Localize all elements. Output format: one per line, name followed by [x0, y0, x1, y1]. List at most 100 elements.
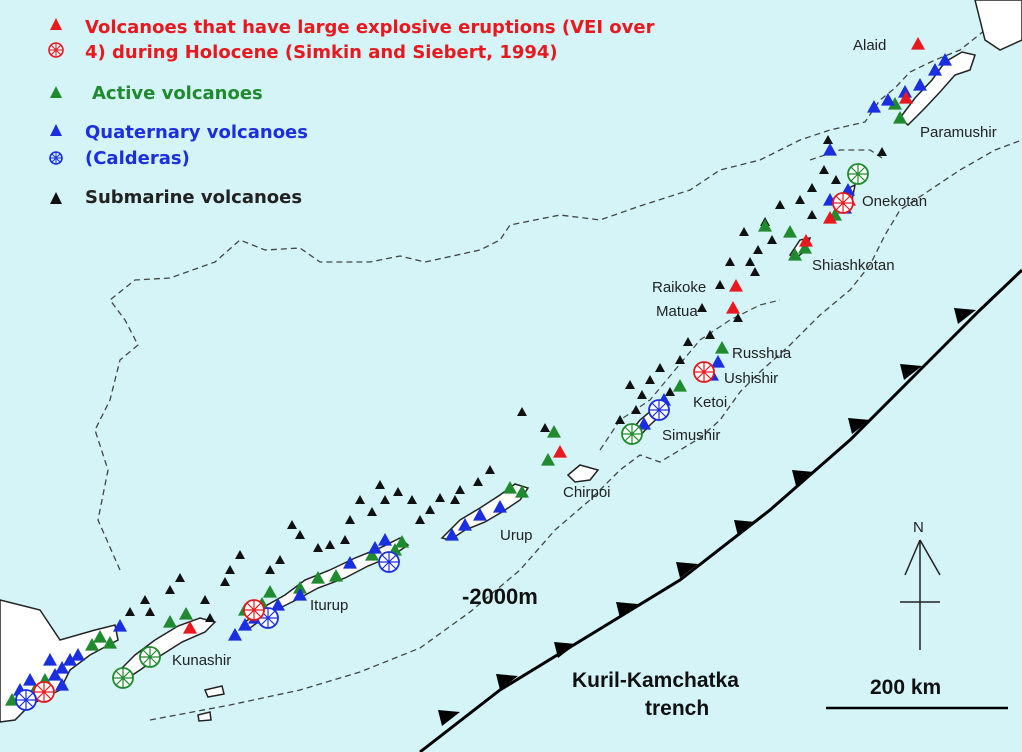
triangle-icon — [140, 595, 150, 604]
triangle-icon — [365, 548, 379, 561]
caldera-icon — [15, 689, 37, 711]
triangle-icon — [665, 387, 675, 396]
triangle-icon — [355, 495, 365, 504]
triangle-icon — [823, 135, 833, 144]
triangle-icon — [368, 541, 382, 554]
triangle-icon — [715, 280, 725, 289]
triangle-icon — [775, 200, 785, 209]
triangle-icon — [625, 380, 635, 389]
triangle-icon — [275, 555, 285, 564]
triangle-icon — [541, 453, 555, 466]
triangle-icon — [163, 615, 177, 628]
triangle-icon — [271, 598, 285, 611]
triangle-icon — [375, 480, 385, 489]
contour-label: -2000m — [462, 584, 538, 609]
triangle-icon — [823, 211, 837, 224]
triangle-icon — [235, 550, 245, 559]
caldera-icon — [832, 192, 854, 214]
triangle-icon — [697, 303, 707, 312]
trench-label-line2: trench — [645, 697, 709, 720]
triangle-icon — [729, 279, 743, 292]
island-small-2 — [197, 711, 212, 722]
trench-tooth — [554, 642, 576, 658]
triangle-icon — [455, 485, 465, 494]
triangle-icon — [517, 407, 527, 416]
trench-tooth — [734, 520, 756, 536]
triangle-icon — [893, 111, 907, 124]
triangle-icon — [913, 78, 927, 91]
label-chirpoi: Chirpoi — [563, 484, 611, 501]
north-arrow-icon — [900, 539, 941, 650]
triangle-icon — [378, 533, 392, 546]
triangle-icon — [220, 577, 230, 586]
caldera-icon — [847, 163, 869, 185]
triangle-icon — [125, 607, 135, 616]
triangle-icon — [683, 337, 693, 346]
triangle-icon — [458, 518, 472, 531]
north-label: N — [913, 519, 924, 536]
triangle-icon — [165, 585, 175, 594]
depth-contour-north — [809, 149, 886, 161]
triangle-icon — [293, 588, 307, 601]
legend-explosive-line1: Volcanoes that have large explosive erup… — [85, 17, 655, 38]
triangle-icon — [745, 257, 755, 266]
trench-tooth — [848, 418, 870, 434]
triangle-icon — [48, 668, 62, 681]
triangle-icon — [55, 678, 69, 691]
triangle-icon — [50, 192, 62, 204]
triangle-icon — [85, 638, 99, 651]
triangle-icon — [515, 485, 529, 498]
legend-submarine: Submarine volcanoes — [85, 187, 302, 208]
triangle-icon — [631, 405, 641, 414]
triangle-icon — [898, 85, 912, 98]
kamchatka-land — [974, 0, 1022, 51]
triangle-icon — [55, 661, 69, 674]
triangle-icon — [183, 621, 197, 634]
trench-tooth — [676, 562, 698, 578]
triangle-icon — [750, 267, 760, 276]
trench-teeth — [438, 308, 976, 726]
trench-tooth — [792, 470, 814, 486]
triangle-icon — [881, 93, 895, 106]
island-chirpoi — [566, 464, 600, 483]
triangle-icon — [928, 63, 942, 76]
triangle-icon — [938, 53, 952, 66]
caldera-icon — [378, 551, 400, 573]
triangle-icon — [287, 520, 297, 529]
triangle-icon — [113, 619, 127, 632]
triangle-icon — [263, 585, 277, 598]
triangle-icon — [395, 535, 409, 548]
triangle-icon — [313, 543, 323, 552]
triangle-icon — [831, 175, 841, 184]
caldera-icon — [648, 399, 670, 421]
triangle-icon — [807, 210, 817, 219]
triangle-icon — [345, 515, 355, 524]
caldera-icon — [33, 681, 55, 703]
legend-quaternary: Quaternary volcanoes — [85, 122, 308, 143]
triangle-icon — [435, 493, 445, 502]
triangle-icon — [407, 495, 417, 504]
triangle-icon — [50, 18, 62, 30]
triangle-icon — [311, 571, 325, 584]
triangle-icon — [819, 165, 829, 174]
triangle-icon — [175, 573, 185, 582]
triangle-icon — [888, 97, 902, 110]
triangle-icon — [553, 445, 567, 458]
label-alaid: Alaid — [853, 37, 886, 54]
triangle-icon — [673, 379, 687, 392]
triangle-icon — [425, 505, 435, 514]
triangle-icon — [637, 417, 651, 430]
label-raikoke: Raikoke — [652, 279, 706, 296]
legend: Volcanoes that have large explosive erup… — [48, 17, 655, 208]
triangle-icon — [23, 673, 37, 686]
island-paramushir — [898, 51, 976, 127]
scale-label: 200 km — [870, 676, 941, 699]
triangle-icon — [225, 565, 235, 574]
triangle-icon — [798, 241, 812, 254]
triangle-icon — [293, 581, 307, 594]
trench-tooth — [954, 308, 976, 324]
triangle-icon — [725, 257, 735, 266]
triangle-icon — [445, 528, 459, 541]
triangle-icon — [295, 530, 305, 539]
